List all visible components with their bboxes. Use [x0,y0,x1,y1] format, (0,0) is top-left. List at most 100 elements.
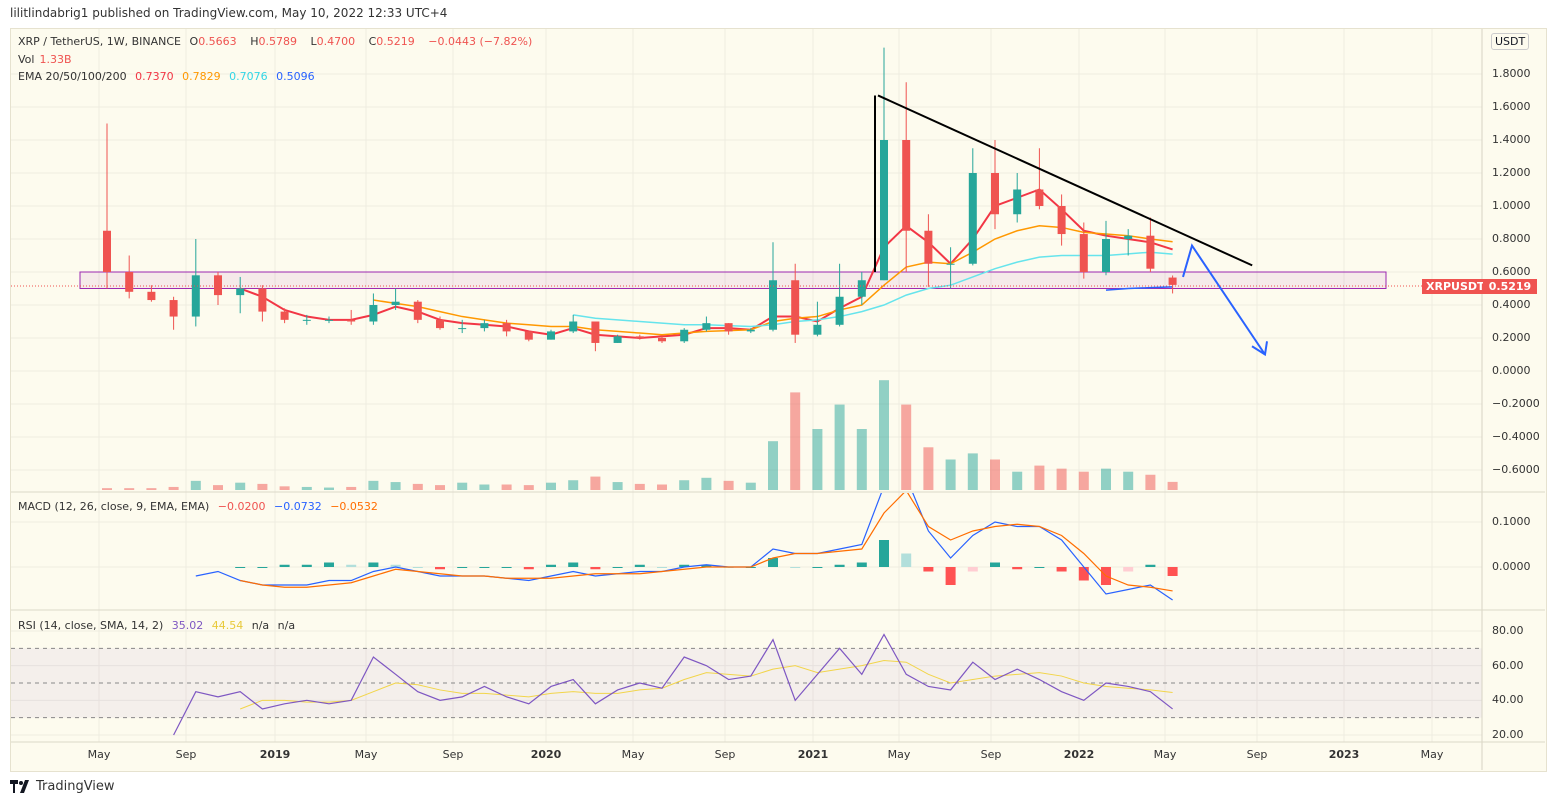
price-tick: 0.8000 [1492,232,1531,245]
candle-body [413,301,422,320]
macd-label[interactable]: MACD (12, 26, close, 9, EMA, EMA) [18,500,210,513]
macd-histogram-bar [546,564,556,567]
macd-histogram-bar [1123,567,1134,572]
volume-label[interactable]: Vol [18,53,35,66]
candle-body [236,288,245,296]
candle-body [880,140,888,281]
support-zone[interactable] [79,271,1387,289]
ema100-value: 0.7076 [229,70,268,83]
candle-body [458,328,467,330]
macd-tick: 0.0000 [1492,560,1531,573]
macd-histogram-bar [501,567,512,568]
candle-body [191,275,200,317]
candle-body [103,230,111,272]
candle-body [658,338,666,342]
volume-bar [346,486,357,490]
volume-bar [102,488,112,490]
volume-bar [1167,481,1178,490]
volume-bar [1056,468,1067,490]
volume-bar [124,488,135,490]
symbol-price-tag: XRPUSDT [1422,279,1489,294]
rsi-na-1: n/a [251,619,270,632]
candle-body [680,329,689,342]
open-label: O [189,35,199,48]
rsi-label[interactable]: RSI (14, close, SMA, 14, 2) [18,619,164,632]
candle-body [480,323,489,329]
price-tick: 0.0000 [1492,364,1531,377]
close-label: C [368,35,377,48]
price-tick: 1.6000 [1492,100,1531,113]
volume-bar [945,459,956,490]
volume-bar [435,485,445,490]
macd-histogram-bar [834,564,845,567]
price-tick: 1.2000 [1492,166,1531,179]
candle-body [857,280,866,297]
currency-badge[interactable]: USDT [1491,33,1530,50]
volume-bar [1012,471,1023,490]
ema-label[interactable]: EMA 20/50/100/200 [18,70,127,83]
projection-arrow [1182,243,1266,356]
published-info: lilitlindabrig1 published on TradingView… [10,6,448,20]
price-tick: 0.4000 [1492,298,1531,311]
time-tick: 2021 [797,748,829,761]
macd-histogram-bar [1056,567,1067,572]
macd-histogram-bar [235,567,246,568]
macd-histogram-bar [457,567,468,568]
price-tick: 0.6000 [1492,265,1531,278]
symbol-title[interactable]: XRP / TetherUS, 1W, BINANCE [18,35,182,48]
grid-lines [11,29,1482,742]
macd-histogram-bar [856,562,867,567]
rsi-na-2: n/a [277,619,296,632]
ema-line-ema20 [239,188,1173,340]
macd-histogram-bar [1034,567,1045,568]
volume-bar [412,483,423,490]
rsi-line [173,633,1173,736]
volume-bar [1101,468,1111,490]
volume-bar [568,480,579,490]
tradingview-logo-text: TradingView [36,779,115,794]
macd-histogram-bar [324,562,334,567]
price-tick: 0.2000 [1492,331,1531,344]
macd-histogram-bar [1167,567,1178,576]
volume-bar [812,429,823,490]
macd-histogram-bar [1145,564,1156,567]
volume-bar [546,482,556,490]
rsi-sma-value: 44.54 [211,619,244,632]
volume-bar [923,447,934,490]
candle-body [724,323,733,332]
time-tick: Sep [714,748,736,761]
volume-bar [679,480,690,490]
candle-body [369,305,378,322]
volume-bar [368,480,379,490]
legend-rsi: RSI (14, close, SMA, 14, 2) 35.02 44.54 … [18,619,300,632]
candle-body [1079,234,1088,272]
candle-body [1035,189,1044,206]
candle-body [569,321,578,332]
volume-bar [590,476,601,490]
macd-histogram-bar [657,567,667,568]
legend-macd: MACD (12, 26, close, 9, EMA, EMA) −0.020… [18,500,383,513]
volume-bar [1034,465,1045,490]
high-value: 0.5789 [258,35,297,48]
rsi-value: 35.02 [171,619,204,632]
ema-line-ema100 [573,251,1173,328]
volume-bar [1145,474,1156,490]
change-value: −0.0443 (−7.82%) [428,35,533,48]
volume-bar [501,484,512,490]
tradingview-logo[interactable]: TradingView [10,779,115,794]
macd-histogram-bar [901,553,912,567]
volume-bar [612,482,623,490]
candle-body [1168,277,1177,285]
price-tick: −0.6000 [1492,463,1540,476]
candles [103,47,1177,352]
macd-histogram-bar [1078,567,1089,581]
macd-histogram-bar [945,567,956,585]
chart-frame[interactable] [10,28,1547,772]
tradingview-logo-icon [10,780,29,793]
macd-histogram-bar [435,567,445,570]
drawings[interactable] [874,94,1268,357]
rsi-band [11,647,1482,719]
candle-body [302,319,311,321]
macd-histogram-bar [523,567,534,570]
